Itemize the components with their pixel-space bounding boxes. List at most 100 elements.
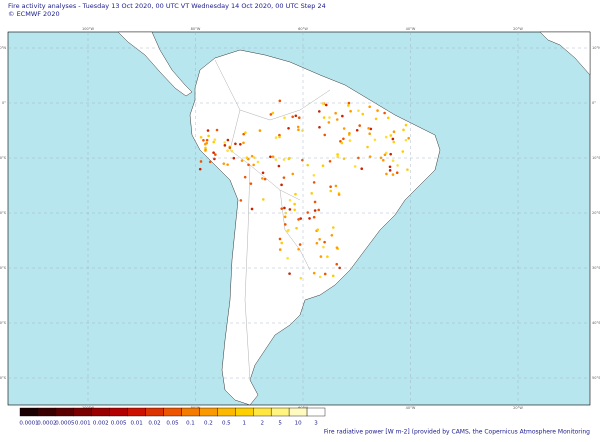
lon-label: 40°W	[406, 406, 416, 410]
fire-point	[208, 160, 212, 164]
fire-point	[335, 118, 339, 121]
fire-point	[368, 155, 372, 158]
colorbar-label: 0.0005	[55, 421, 75, 427]
fire-point	[244, 131, 247, 134]
fire-point	[342, 127, 346, 130]
colorbar-swatch	[163, 407, 182, 417]
fire-point	[334, 184, 338, 188]
fire-point	[361, 112, 365, 116]
fire-point	[392, 130, 396, 134]
fire-point	[250, 207, 254, 211]
fire-point	[278, 135, 281, 139]
fire-point	[258, 129, 262, 132]
lon-label: 80°W	[191, 27, 201, 31]
fire-point	[366, 145, 369, 149]
fire-point	[206, 129, 210, 132]
fire-point	[381, 158, 385, 162]
fire-point	[271, 155, 275, 158]
fire-point	[291, 172, 295, 176]
fire-point	[261, 198, 265, 201]
fire-point	[299, 276, 303, 280]
fire-point	[357, 109, 360, 112]
map: 100°W100°W80°W80°W60°W60°W40°W40°W20°W20…	[0, 27, 600, 410]
fire-point	[328, 116, 331, 119]
fire-point	[373, 138, 377, 142]
fire-point	[283, 206, 286, 210]
borders	[214, 59, 331, 381]
colorbar-swatch	[19, 407, 39, 417]
colorbar-label: 0.02	[148, 421, 160, 427]
lon-label: 40°W	[406, 27, 416, 31]
fire-point	[384, 135, 388, 139]
fire-point	[395, 171, 399, 174]
colorbar-label: 0.2	[204, 421, 213, 427]
fire-point	[330, 233, 334, 237]
fire-point	[215, 128, 219, 132]
fire-point	[317, 110, 321, 113]
lat-label: 50°S	[592, 376, 600, 380]
fire-point	[280, 207, 284, 210]
fire-point	[230, 149, 234, 153]
fire-point	[369, 127, 373, 131]
title: Fire activity analyses - Tuesday 13 Oct …	[8, 2, 326, 10]
fire-point	[240, 159, 244, 162]
colorbar-swatch	[37, 407, 57, 417]
africa	[539, 31, 591, 76]
fire-point	[306, 163, 309, 167]
fire-point	[388, 169, 392, 172]
fire-point	[318, 125, 321, 129]
fire-point	[294, 114, 298, 118]
fire-point	[261, 171, 265, 175]
fire-point	[212, 140, 216, 144]
fire-point	[291, 115, 294, 119]
fire-point	[286, 256, 289, 260]
fire-point	[269, 155, 272, 159]
colorbar-swatch	[270, 407, 290, 417]
fire-point	[274, 158, 278, 161]
fire-point	[406, 168, 409, 171]
colorbar-label: 5	[278, 421, 282, 427]
fire-point	[391, 137, 395, 141]
caption: Fire radiative power [W m-2] (provided b…	[324, 429, 590, 436]
fire-point	[389, 134, 393, 137]
fire-point	[252, 163, 255, 167]
fire-point	[386, 116, 390, 120]
fire-point	[318, 238, 321, 241]
fire-point	[348, 132, 351, 135]
lat-label: 50°S	[0, 376, 7, 380]
colorbar-swatch	[306, 407, 326, 417]
lat-label: 40°S	[592, 321, 600, 325]
fire-point	[288, 272, 291, 275]
fire-point	[322, 245, 325, 249]
fire-point	[402, 128, 405, 132]
fire-point	[250, 154, 254, 158]
fire-point	[374, 117, 378, 121]
lat-label: 0°	[592, 101, 596, 105]
fire-point	[321, 102, 325, 105]
colorbar-label: 0.1	[186, 421, 195, 427]
fire-point	[226, 149, 229, 152]
fire-point	[401, 150, 405, 153]
fire-point	[336, 155, 339, 159]
colorbar-swatch	[217, 407, 236, 417]
fire-point	[317, 208, 321, 212]
fire-point	[315, 241, 319, 245]
fire-point	[327, 121, 331, 124]
fire-point	[239, 142, 242, 146]
fire-point	[263, 177, 267, 181]
colorbar-label: 0.005	[111, 421, 127, 427]
fire-point	[283, 215, 287, 219]
fire-point	[347, 101, 351, 105]
fire-point	[287, 126, 290, 130]
fire-point	[294, 192, 297, 196]
fire-point	[319, 255, 323, 258]
fire-point	[296, 125, 300, 129]
fire-point	[199, 136, 203, 139]
fire-point	[383, 111, 386, 115]
south-america	[189, 49, 441, 406]
fire-point	[282, 158, 286, 161]
fire-point	[222, 162, 226, 165]
fire-point	[297, 247, 300, 251]
lat-label: 30°S	[0, 266, 7, 270]
